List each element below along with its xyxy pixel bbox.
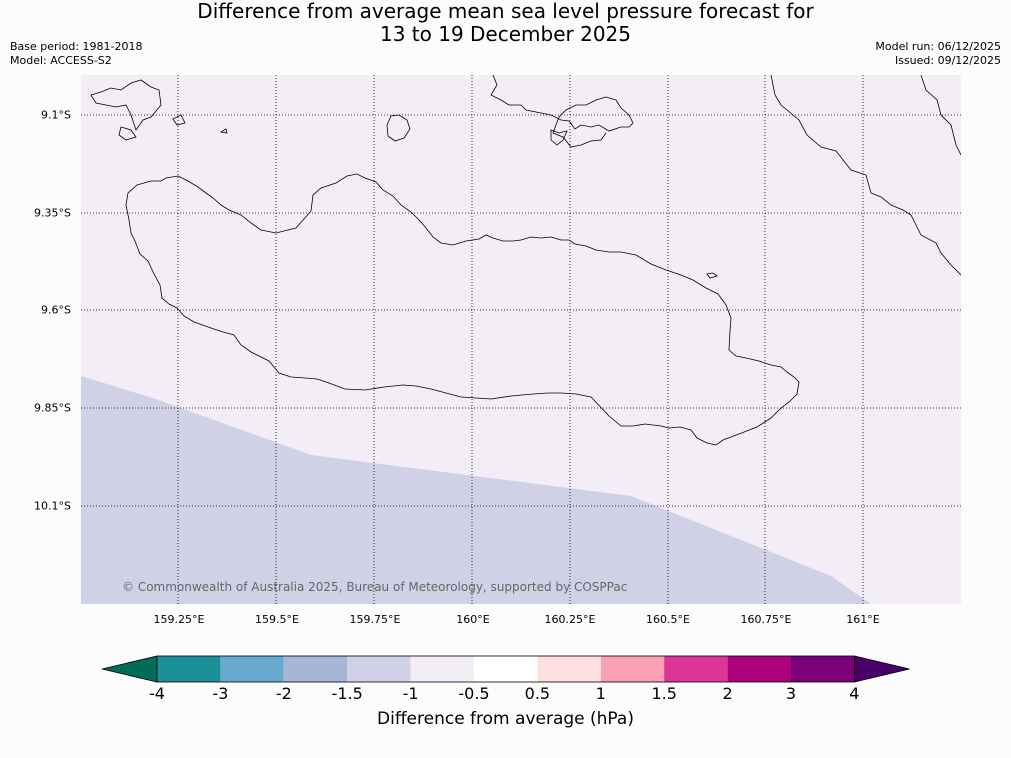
issued-date: Issued: 09/12/2025: [894, 54, 1001, 67]
colorbar-segment: [220, 656, 284, 682]
colorbar-extend-low: [101, 655, 158, 683]
lon-label: 160.25°E: [544, 613, 596, 626]
lat-label: 9.85°S: [34, 401, 71, 415]
coastlines: [90, 75, 961, 446]
russell-small-islet-coastline: [172, 114, 186, 126]
lon-label: 161°E: [846, 613, 880, 626]
model-name: Model: ACCESS-S2: [10, 54, 112, 67]
colorbar-tick-label: 3: [785, 684, 797, 703]
savo-island-coastline: [386, 114, 411, 142]
lat-label: 9.35°S: [34, 206, 71, 220]
colorbar-tick-label: 0.5: [524, 684, 551, 703]
russell-islands-coastline: [90, 79, 162, 131]
florida-islands-coastline: [490, 75, 634, 148]
russell-islet-coastline: [118, 126, 137, 141]
base-info: Base period: 1981-2018 Model: ACCESS-S2: [10, 40, 142, 68]
colorbar-segment: [600, 656, 665, 682]
colorbar-tick-label: 4: [849, 684, 860, 703]
colorbar: [100, 654, 912, 688]
colorbar-outline: [156, 655, 855, 683]
santa-isabel-north-coastline: [920, 75, 961, 156]
lat-label: 9.1°S: [41, 108, 71, 122]
map-title: Difference from average mean sea level p…: [0, 0, 1011, 46]
title-line-1: Difference from average mean sea level p…: [197, 0, 814, 23]
colorbar-extend-high: [854, 655, 910, 683]
model-run: Model run: 06/12/2025: [875, 40, 1001, 53]
small-islet-coastline: [706, 272, 718, 279]
run-info: Model run: 06/12/2025 Issued: 09/12/2025: [875, 40, 1001, 68]
guadalcanal-coastline: [125, 173, 800, 446]
base-period: Base period: 1981-2018: [10, 40, 143, 53]
copyright-notice: © Commonwealth of Australia 2025, Bureau…: [122, 580, 628, 594]
lat-label: 9.6°S: [41, 303, 71, 317]
lon-label: 160°E: [456, 613, 490, 626]
colorbar-segment: [157, 656, 221, 682]
tiny-islet-coastline: [219, 128, 228, 134]
map-panel: © Commonwealth of Australia 2025, Bureau…: [81, 75, 961, 604]
graticule: [81, 75, 961, 604]
lon-label: 160.75°E: [740, 613, 792, 626]
colorbar-tick-label: 1: [595, 684, 606, 703]
nggela-islet-coastline: [550, 129, 568, 146]
colorbar-tick-label: -0.5: [458, 684, 490, 703]
lon-label: 160.5°E: [646, 613, 690, 626]
lon-label: 159.5°E: [255, 613, 299, 626]
colorbar-tick-label: -4: [149, 684, 165, 703]
colorbar-tick-label: 2: [722, 684, 733, 703]
colorbar-tick-label: -1: [402, 684, 419, 703]
colorbar-tick-label: -2: [275, 684, 292, 703]
colorbar-segment: [283, 656, 348, 682]
colorbar-tick-label: -1.5: [331, 684, 363, 703]
santa-isabel-coastline: [770, 75, 961, 276]
colorbar-tick-label: 1.5: [651, 684, 677, 703]
pressure-anomaly-region: [81, 376, 871, 604]
colorbar-segment: [791, 656, 855, 682]
colorbar-label: Difference from average (hPa): [377, 709, 634, 729]
lon-label: 159.25°E: [153, 613, 205, 626]
map-canvas: [81, 75, 961, 604]
colorbar-segment: [474, 656, 538, 682]
colorbar-tick-label: -3: [212, 684, 229, 703]
title-line-2: 13 to 19 December 2025: [379, 22, 631, 46]
lon-label: 159.75°E: [349, 613, 401, 626]
colorbar-segment: [664, 656, 728, 682]
colorbar-graphic: [101, 655, 910, 683]
colorbar-segment: [410, 656, 474, 682]
colorbar-segment: [347, 656, 411, 682]
colorbar-segment: [537, 656, 601, 682]
colorbar-segment: [727, 656, 791, 682]
lat-label: 10.1°S: [34, 499, 71, 513]
